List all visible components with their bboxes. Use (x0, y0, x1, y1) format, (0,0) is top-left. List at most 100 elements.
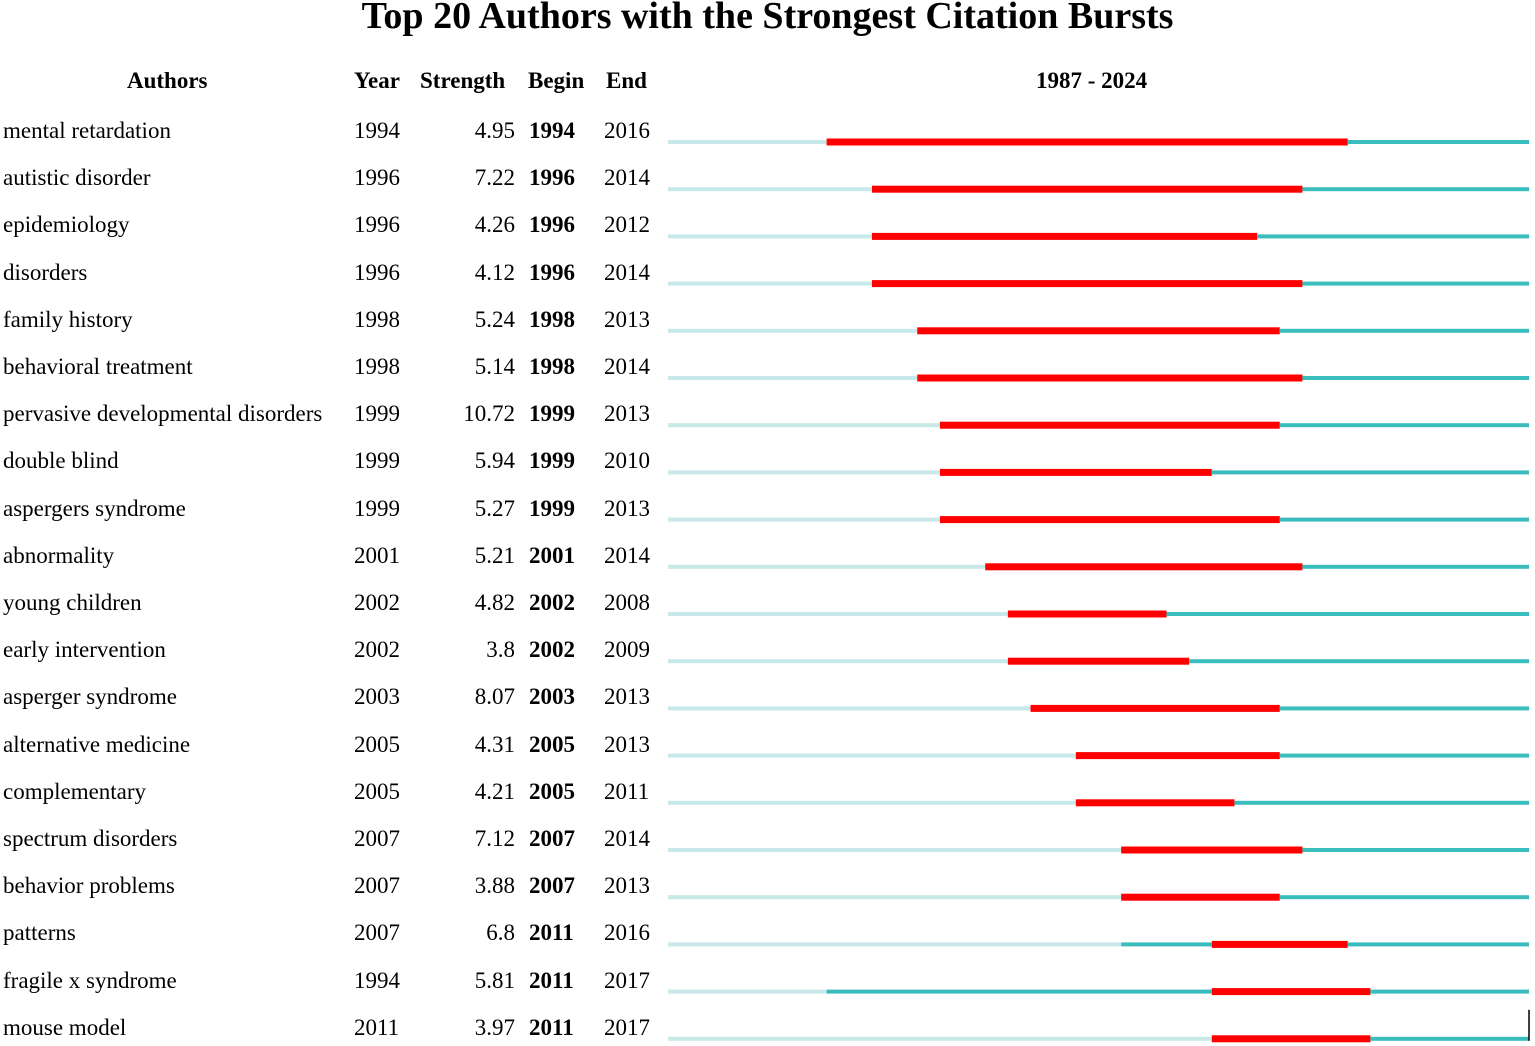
strength-cell: 5.14 (474, 354, 515, 379)
begin-cell: 1998 (529, 306, 575, 332)
end-cell: 2011 (604, 778, 650, 804)
year-cell: 1994 (354, 967, 400, 993)
end-cell: 2017 (604, 967, 650, 993)
strength-cell: 4.12 (474, 259, 515, 285)
begin-cell: 2011 (529, 1014, 574, 1040)
timeline-active-segment (1302, 376, 1529, 380)
timeline-active-segment (1279, 517, 1529, 522)
timeline-inactive-segment (668, 753, 1076, 758)
strength-cell: 5.27 (474, 495, 515, 521)
timeline-inactive-segment (668, 612, 1008, 616)
year-cell: 2002 (354, 637, 400, 663)
end-cell: 2014 (604, 826, 650, 851)
timeline-active-segment (1370, 1036, 1529, 1041)
end-cell: 2013 (604, 731, 650, 757)
year-cell: 2005 (354, 778, 400, 804)
keyword-cell: autistic disorder (3, 165, 151, 191)
timeline-active-segment (1166, 612, 1529, 616)
begin-cell: 1999 (529, 401, 575, 427)
burst-bar (1211, 1035, 1371, 1043)
year-cell: 1999 (354, 495, 400, 521)
timeline-active-segment (1302, 187, 1529, 192)
strength-cell: 4.26 (474, 212, 515, 238)
strength-cell: 6.8 (486, 920, 515, 946)
burst-bar (939, 421, 1280, 429)
year-cell: 1998 (354, 306, 400, 332)
burst-bar (939, 516, 1280, 524)
timeline-active-segment (1279, 423, 1529, 428)
strength-cell: 4.95 (474, 118, 515, 143)
burst-bar (871, 185, 1303, 193)
timeline-inactive-segment (668, 234, 872, 239)
end-cell: 2013 (604, 306, 650, 332)
keyword-cell: patterns (3, 920, 76, 946)
keyword-cell: spectrum disorders (3, 826, 178, 851)
year-cell: 1999 (354, 448, 400, 474)
begin-cell: 1996 (529, 259, 575, 285)
begin-cell: 1996 (529, 212, 575, 238)
timeline-inactive-segment (668, 1036, 1212, 1041)
keyword-cell: early intervention (3, 637, 166, 663)
burst-bar (1007, 657, 1190, 665)
year-cell: 2011 (354, 1014, 400, 1040)
header-range: 1987 - 2024 (1036, 68, 1148, 93)
year-cell: 1998 (354, 354, 400, 379)
header-end: End (606, 68, 647, 93)
keyword-cell: abnormality (3, 542, 115, 568)
begin-cell: 2002 (529, 590, 575, 615)
timeline-active-segment (1279, 706, 1529, 711)
timeline-active-segment (1234, 800, 1529, 805)
burst-bar (1121, 846, 1303, 854)
timeline-inactive-segment (668, 517, 940, 522)
timeline-active-segment (1347, 942, 1529, 947)
end-cell: 2014 (604, 354, 650, 379)
burst-bar (917, 327, 1280, 335)
begin-cell: 1996 (529, 165, 575, 191)
end-cell: 2016 (604, 118, 650, 143)
strength-cell: 10.72 (463, 401, 515, 427)
end-cell: 2014 (604, 165, 650, 191)
timeline-active-segment (1211, 470, 1529, 475)
timeline-inactive-segment (668, 187, 872, 192)
end-cell: 2008 (604, 590, 650, 615)
begin-cell: 1999 (529, 495, 575, 521)
timeline-inactive-segment (668, 895, 1122, 900)
timeline-active-segment (1347, 140, 1529, 144)
burst-bar (871, 280, 1303, 288)
end-cell: 2014 (604, 542, 650, 568)
timeline-inactive-segment (668, 800, 1076, 805)
begin-cell: 1994 (529, 118, 575, 143)
begin-cell: 2002 (529, 637, 575, 663)
strength-cell: 4.21 (474, 778, 515, 804)
begin-cell: 2003 (529, 684, 575, 710)
header-authors: Authors (127, 68, 208, 93)
burst-bar (917, 374, 1303, 382)
strength-cell: 4.82 (474, 590, 515, 615)
year-cell: 2007 (354, 873, 400, 899)
timeline-inactive-segment (668, 281, 872, 286)
strength-cell: 3.97 (474, 1014, 515, 1040)
end-cell: 2013 (604, 401, 650, 427)
year-cell: 2007 (354, 920, 400, 946)
burst-bar (985, 563, 1303, 571)
strength-cell: 8.07 (474, 684, 515, 710)
burst-bar (1075, 799, 1235, 807)
keyword-cell: pervasive developmental disorders (3, 401, 323, 427)
timeline-inactive-segment (668, 328, 918, 333)
timeline-inactive-segment (668, 470, 940, 475)
end-cell: 2012 (604, 212, 650, 238)
year-cell: 1996 (354, 212, 400, 238)
strength-cell: 3.8 (486, 637, 515, 663)
burst-bar (1211, 940, 1348, 948)
year-cell: 2007 (354, 826, 400, 851)
timeline-inactive-segment (668, 376, 918, 380)
year-cell: 2001 (354, 542, 400, 568)
burst-bar (1121, 893, 1280, 901)
timeline-active-segment (1121, 942, 1212, 947)
keyword-cell: mouse model (3, 1014, 127, 1040)
timeline-active-segment (1279, 753, 1529, 758)
timeline-inactive-segment (668, 140, 827, 144)
keyword-cell: family history (3, 306, 133, 332)
timeline-inactive-segment (668, 564, 986, 569)
